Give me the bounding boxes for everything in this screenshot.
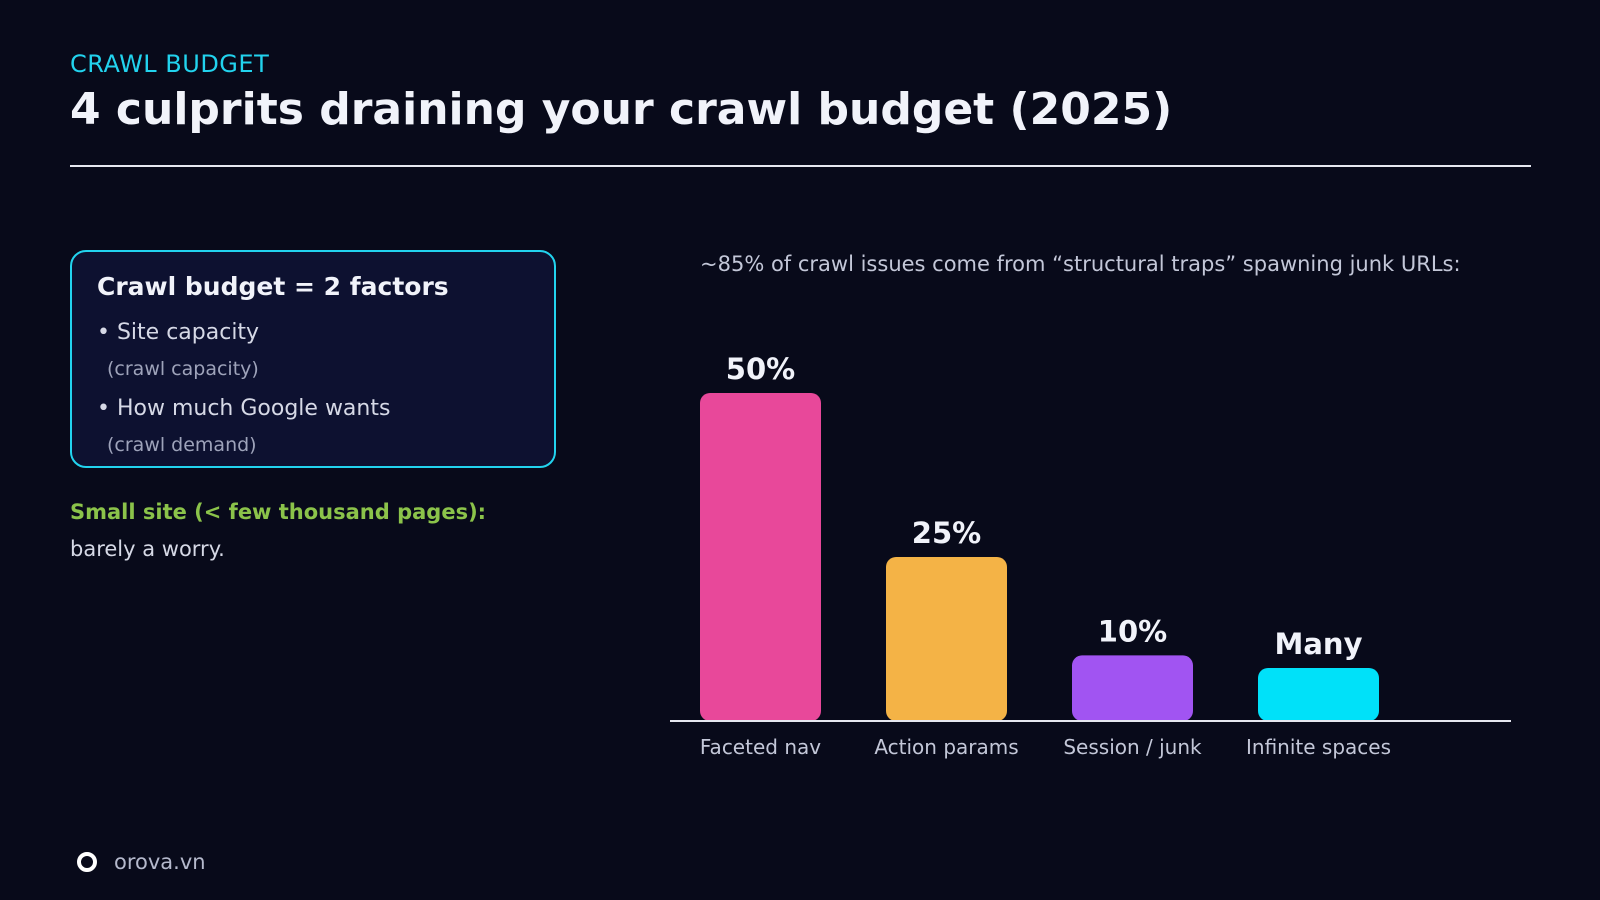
factor-item-google-demand: • How much Google wants — [97, 396, 391, 421]
category-label-3: Session / junk — [1063, 735, 1202, 759]
bar-1 — [700, 393, 821, 721]
factor-item-site-capacity: • Site capacity — [97, 320, 260, 345]
bar-2 — [886, 557, 1007, 721]
factor-card-title: Crawl budget = 2 factors — [97, 272, 449, 301]
value-label-2: 25% — [912, 516, 981, 550]
small-site-label: Small site (< few thousand pages): — [70, 500, 487, 524]
small-site-text: barely a worry. — [70, 537, 225, 561]
brand: orova.vn — [77, 848, 206, 876]
value-label-3: 10% — [1098, 614, 1167, 648]
factor-sub-crawl-capacity: (crawl capacity) — [107, 358, 259, 380]
category-label-4: Infinite spaces — [1246, 735, 1391, 759]
value-label-4: Many — [1275, 627, 1363, 661]
eyebrow-label: CRAWL BUDGET — [70, 50, 270, 78]
value-label-1: 50% — [726, 352, 795, 386]
chart-caption: ~85% of crawl issues come from “structur… — [700, 252, 1461, 276]
header-divider — [70, 165, 1531, 167]
bar-4 — [1258, 668, 1379, 721]
category-label-2: Action params — [874, 735, 1018, 759]
page-title: 4 culprits draining your crawl budget (2… — [70, 84, 1173, 135]
ring-logo-icon — [77, 852, 97, 872]
factor-sub-crawl-demand: (crawl demand) — [107, 434, 257, 456]
factor-card: Crawl budget = 2 factors • Site capacity… — [70, 250, 556, 468]
category-label-1: Faceted nav — [700, 735, 821, 759]
brand-name: orova.vn — [114, 850, 206, 874]
bar-3 — [1072, 655, 1193, 721]
